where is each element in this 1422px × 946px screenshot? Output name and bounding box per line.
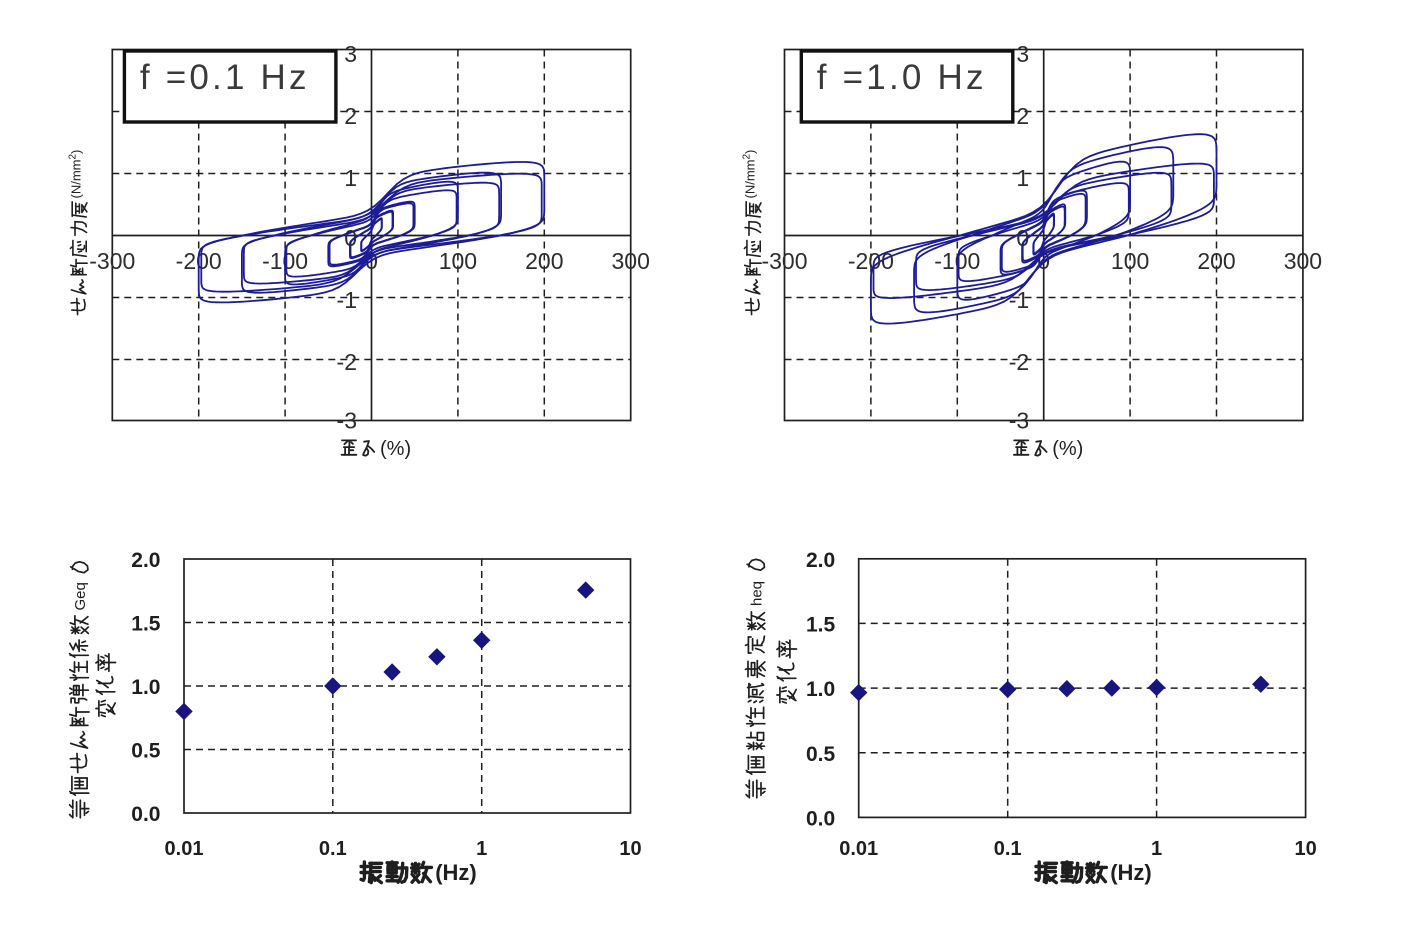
svg-text:Geq: Geq <box>72 582 89 610</box>
svg-text:heq: heq <box>749 581 766 606</box>
svg-text:3: 3 <box>344 41 357 67</box>
svg-text:3: 3 <box>1016 41 1029 67</box>
svg-text:-1: -1 <box>337 287 357 313</box>
svg-text:-2: -2 <box>1009 349 1029 375</box>
svg-text:1: 1 <box>1151 838 1162 860</box>
svg-text:100: 100 <box>1111 248 1149 274</box>
svg-text:(%): (%) <box>380 438 411 460</box>
svg-text:1: 1 <box>476 838 487 860</box>
svg-text:-3: -3 <box>337 408 357 434</box>
svg-text:(Hz): (Hz) <box>435 860 477 885</box>
svg-text:2: 2 <box>344 103 357 129</box>
svg-text:-2: -2 <box>337 349 357 375</box>
svg-text:0.01: 0.01 <box>839 838 878 860</box>
svg-text:f =1.0 Hz: f =1.0 Hz <box>817 58 987 97</box>
svg-text:1.0: 1.0 <box>806 678 835 701</box>
svg-text:10: 10 <box>619 838 641 860</box>
svg-text:100: 100 <box>439 248 477 274</box>
svg-text:300: 300 <box>612 248 650 274</box>
svg-text:300: 300 <box>1284 248 1322 274</box>
svg-text:1: 1 <box>1016 165 1029 191</box>
svg-text:-300: -300 <box>89 248 135 274</box>
svg-text:0.01: 0.01 <box>165 838 204 860</box>
svg-text:1.0: 1.0 <box>131 676 160 699</box>
svg-text:200: 200 <box>1197 248 1235 274</box>
svg-text:(N/mm2): (N/mm2) <box>68 150 84 199</box>
svg-text:2.0: 2.0 <box>131 549 160 572</box>
svg-text:(N/mm2): (N/mm2) <box>742 150 758 199</box>
svg-text:1.5: 1.5 <box>131 613 161 636</box>
svg-text:1: 1 <box>344 165 357 191</box>
svg-text:-3: -3 <box>1009 408 1029 434</box>
svg-text:200: 200 <box>525 248 563 274</box>
svg-text:2: 2 <box>1016 103 1029 129</box>
svg-text:0.0: 0.0 <box>806 807 835 830</box>
svg-text:0.5: 0.5 <box>806 743 836 766</box>
svg-text:10: 10 <box>1294 838 1316 860</box>
svg-text:0.1: 0.1 <box>319 838 347 860</box>
svg-text:-300: -300 <box>761 248 807 274</box>
svg-text:(%): (%) <box>1052 438 1083 460</box>
svg-text:0.0: 0.0 <box>131 803 160 826</box>
svg-text:0.5: 0.5 <box>131 740 161 763</box>
svg-text:0.1: 0.1 <box>994 838 1022 860</box>
svg-text:(Hz): (Hz) <box>1110 860 1152 885</box>
svg-text:f =0.1 Hz: f =0.1 Hz <box>140 58 310 97</box>
svg-text:2.0: 2.0 <box>806 549 835 572</box>
svg-text:1.5: 1.5 <box>806 613 836 636</box>
